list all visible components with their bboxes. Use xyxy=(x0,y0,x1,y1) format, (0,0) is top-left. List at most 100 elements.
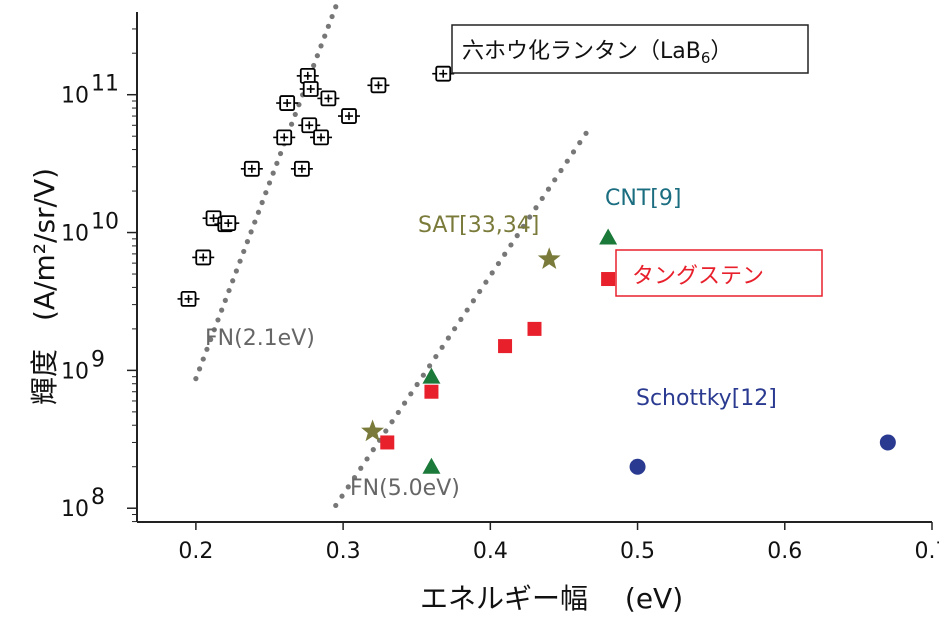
fn-curve-1-dot xyxy=(414,381,420,388)
fn-curve-0-dot xyxy=(325,23,331,29)
svg-text:六ホウ化ランタン（LaB6）: 六ホウ化ランタン（LaB6） xyxy=(462,39,732,67)
sat-label: SAT[33,34] xyxy=(418,213,539,238)
cnt-label: CNT[9] xyxy=(605,186,681,211)
series-0-point-14 xyxy=(338,108,360,124)
fn-curve-1-dot xyxy=(358,465,364,471)
y-tick-exponent-3: 11 xyxy=(91,72,119,97)
lab6-subscript: 6 xyxy=(701,49,711,67)
y-tick-label-3: 10 xyxy=(61,84,89,109)
x-tick-label-4: 0.6 xyxy=(767,539,802,564)
y-tick-exponent-0: 8 xyxy=(91,485,105,510)
x-tick-label-3: 0.5 xyxy=(620,539,655,564)
fn-curve-1-dot xyxy=(483,279,489,285)
fn-curve-0-dot xyxy=(266,180,273,186)
fn-curve-0-dot xyxy=(277,150,284,157)
fn-curve-1-dot xyxy=(489,270,495,276)
lab6-close: ） xyxy=(710,39,732,64)
fn-curve-0-dot xyxy=(222,297,228,303)
tungsten-label: タングステン xyxy=(632,264,764,289)
y-tick-label-1: 10 xyxy=(61,359,89,384)
fn-curve-0-dot xyxy=(237,258,243,264)
series-1-point-0 xyxy=(380,435,395,450)
fn-curve-0-dot xyxy=(241,248,247,255)
fn-curve-0-dot xyxy=(230,278,236,284)
fn-curve-1-dot xyxy=(439,344,445,350)
x-ticks: 0.2 0.3 0.4 0.5 0.6 0.7 xyxy=(178,522,939,564)
fn50-label: FN(5.0eV) xyxy=(350,476,460,501)
fn-curve-1-dot xyxy=(464,307,470,313)
fn-curve-1-dot xyxy=(470,298,477,304)
fn-curve-1-dot xyxy=(539,195,545,202)
series-0-point-0 xyxy=(177,291,200,307)
fn-curve-1-dot xyxy=(433,353,439,360)
fn-curve-0-dot xyxy=(219,307,225,313)
x-tick-label-0: 0.2 xyxy=(178,539,213,564)
series-2-point-2 xyxy=(599,228,618,245)
series-1-point-4 xyxy=(601,272,616,287)
fn-curve-0-dot xyxy=(204,346,210,352)
fn-curve-0-dot xyxy=(333,4,339,10)
series-0-point-16 xyxy=(432,65,455,82)
fn-curve-1-dot xyxy=(502,251,508,257)
schottky-label: Schottky[12] xyxy=(636,386,777,411)
fn-curve-1-dot xyxy=(445,335,451,341)
fn-curve-1-dot xyxy=(333,502,339,509)
y-tick-label-2: 10 xyxy=(61,222,89,247)
series-0-point-5 xyxy=(240,160,263,177)
fn-curve-0-dot xyxy=(226,287,232,294)
series-3-point-1 xyxy=(537,247,561,269)
series-0-point-1 xyxy=(192,249,215,266)
fn-curve-1-dot xyxy=(477,288,483,295)
series-0-point-13 xyxy=(317,90,340,107)
lab6-legend-box: 六ホウ化ランタン（LaB6） xyxy=(451,24,809,74)
series-2-point-0 xyxy=(422,457,441,474)
fn-curve-1-dot xyxy=(395,409,401,416)
fn-curve-1-dot xyxy=(533,205,539,211)
lab6-label: 六ホウ化ランタン（LaB xyxy=(462,39,701,64)
y-tick-exponent-2: 10 xyxy=(91,210,119,235)
x-tick-label-5: 0.7 xyxy=(915,539,939,564)
fn-curve-0-dot xyxy=(215,317,221,323)
fn-curve-1-dot xyxy=(351,474,358,481)
fn-curve-1-dot xyxy=(508,242,514,248)
tungsten-legend-box: タングステン xyxy=(615,249,823,297)
fn-curve-0-dot xyxy=(263,190,269,196)
series-0-point-11 xyxy=(299,81,322,97)
fn-curve-1-dot xyxy=(452,326,458,332)
fn-curve-0-dot xyxy=(211,327,217,333)
fn-curve-1-dot xyxy=(564,158,570,164)
series-0-point-15 xyxy=(367,77,390,94)
plot-frame xyxy=(136,12,932,523)
x-tick-label-2: 0.4 xyxy=(473,539,508,564)
y-axis-title: 輝度 (A/m²/sr/V) xyxy=(28,168,61,405)
series-3-point-0 xyxy=(361,419,384,442)
fn-curve-0-dot xyxy=(274,160,280,166)
fn-curve-0-dot xyxy=(270,170,276,176)
fn-curve-1-dot xyxy=(495,260,502,267)
fn-curve-1-dot xyxy=(514,233,520,239)
fn-curve-1-dot xyxy=(577,140,583,146)
fn-curve-0-dot xyxy=(311,62,317,69)
series-0-point-8 xyxy=(290,160,313,177)
fn-curve-0-dot xyxy=(244,239,251,245)
fn-curve-1-dot xyxy=(527,214,533,220)
y-tick-exponent-1: 9 xyxy=(91,347,105,372)
fn-curve-0-dot xyxy=(314,53,320,59)
fn-curve-0-dot xyxy=(292,111,298,118)
fn-curve-1-dot xyxy=(401,400,408,406)
fn-curve-0-dot xyxy=(322,33,328,39)
y-tick-label-0: 10 xyxy=(61,497,89,522)
series-layer xyxy=(177,65,896,475)
fn-curve-1-dot xyxy=(427,363,433,369)
fn-curve-0-dot xyxy=(193,376,199,382)
fn-curve-1-dot xyxy=(408,391,414,397)
fn-curve-1-dot xyxy=(370,447,376,453)
series-0-point-10 xyxy=(298,117,321,134)
series-1-point-2 xyxy=(498,339,513,354)
fn-curve-0-dot xyxy=(252,219,258,225)
series-1-point-3 xyxy=(527,321,542,336)
series-0-point-6 xyxy=(273,129,296,146)
fn-curves xyxy=(193,4,589,509)
fn-curve-0-dot xyxy=(233,268,239,274)
